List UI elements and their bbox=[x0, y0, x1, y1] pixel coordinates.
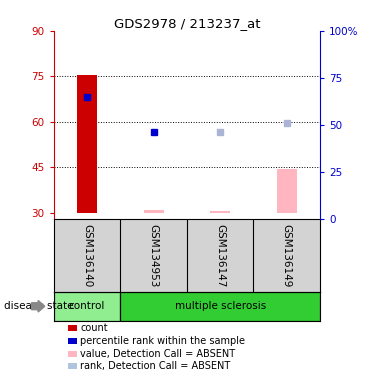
Bar bbox=[144, 210, 164, 213]
Text: percentile rank within the sample: percentile rank within the sample bbox=[80, 336, 245, 346]
Text: GSM136149: GSM136149 bbox=[282, 223, 292, 287]
Text: GSM136140: GSM136140 bbox=[82, 224, 92, 287]
Text: disease state: disease state bbox=[4, 301, 73, 311]
Title: GDS2978 / 213237_at: GDS2978 / 213237_at bbox=[114, 17, 260, 30]
Bar bbox=[210, 211, 230, 213]
Bar bbox=[277, 169, 297, 213]
Text: value, Detection Call = ABSENT: value, Detection Call = ABSENT bbox=[80, 349, 235, 359]
Text: count: count bbox=[80, 323, 108, 333]
Bar bbox=[120, 292, 320, 321]
Bar bbox=[54, 292, 120, 321]
Text: rank, Detection Call = ABSENT: rank, Detection Call = ABSENT bbox=[80, 361, 231, 371]
Bar bbox=[77, 75, 97, 213]
Text: multiple sclerosis: multiple sclerosis bbox=[175, 301, 266, 311]
Text: GSM136147: GSM136147 bbox=[215, 223, 225, 287]
Text: GSM134953: GSM134953 bbox=[148, 223, 159, 287]
Text: control: control bbox=[69, 301, 105, 311]
